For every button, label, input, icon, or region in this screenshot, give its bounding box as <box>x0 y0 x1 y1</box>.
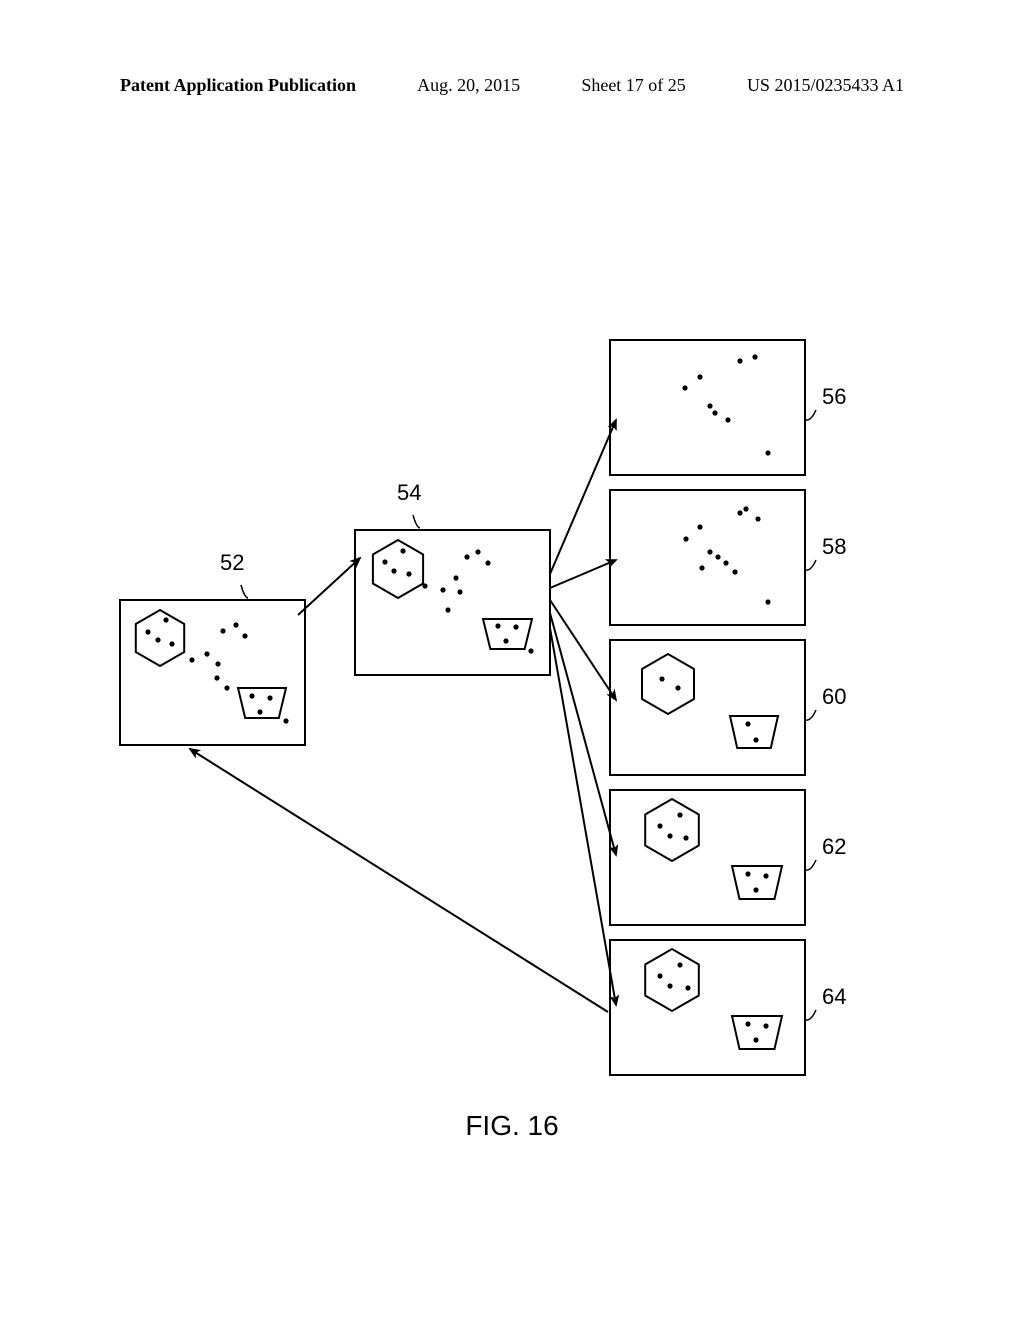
docnum-label: US 2015/0235433 A1 <box>747 75 904 96</box>
svg-text:56: 56 <box>822 384 846 409</box>
svg-text:64: 64 <box>822 984 846 1009</box>
date-label: Aug. 20, 2015 <box>417 75 520 96</box>
sheet-label: Sheet 17 of 25 <box>581 75 685 96</box>
svg-text:60: 60 <box>822 684 846 709</box>
svg-text:58: 58 <box>822 534 846 559</box>
page-header: Patent Application Publication Aug. 20, … <box>120 75 904 96</box>
svg-text:52: 52 <box>220 550 244 575</box>
publication-label: Patent Application Publication <box>120 75 356 96</box>
figure-area: 52 54 56 58 60 62 64 FIG. 16 <box>0 160 1024 1160</box>
patent-page: Patent Application Publication Aug. 20, … <box>0 0 1024 1320</box>
svg-text:FIG. 16: FIG. 16 <box>465 1110 558 1141</box>
figure-svg: 52 54 56 58 60 62 64 FIG. 16 <box>0 160 1024 1160</box>
svg-text:54: 54 <box>397 480 421 505</box>
svg-text:62: 62 <box>822 834 846 859</box>
